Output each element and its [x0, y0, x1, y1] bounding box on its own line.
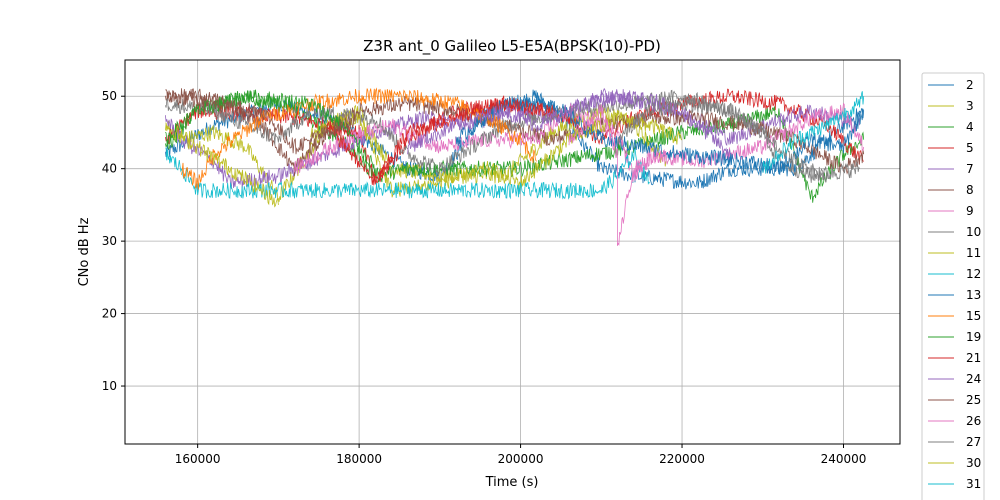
legend-entry-9: 9 — [966, 204, 974, 218]
legend-entry-24: 24 — [966, 372, 981, 386]
series-line-27 — [617, 95, 828, 183]
legend-entry-31: 31 — [966, 477, 981, 491]
legend-entry-10: 10 — [966, 225, 981, 239]
legend-entry-11: 11 — [966, 246, 981, 260]
x-tick-label: 160000 — [175, 452, 221, 466]
legend-entry-7: 7 — [966, 162, 974, 176]
plot-frame — [124, 59, 901, 445]
x-axis-label: Time (s) — [485, 475, 539, 490]
series-line-13 — [455, 95, 865, 175]
legend: 2 3 4 5 7 8 9 10 11 12 13 15 19 21 24 25 26 27 30 31 33 — [921, 72, 985, 500]
y-tick-label: 20 — [102, 307, 117, 321]
legend-box — [921, 72, 985, 500]
y-tick-label: 40 — [102, 162, 117, 176]
legend-entry-4: 4 — [966, 120, 974, 134]
series-line-21 — [326, 97, 554, 186]
legend-entry-12: 12 — [966, 267, 981, 281]
legend-entry-13: 13 — [966, 288, 981, 302]
series-line-24 — [407, 89, 731, 160]
y-tick-label: 30 — [102, 234, 117, 248]
x-tick-label: 200000 — [498, 452, 544, 466]
series-line-30 — [165, 123, 279, 208]
series-line-15 — [181, 87, 537, 190]
y-axis-label: CNo dB Hz — [77, 217, 92, 286]
legend-entry-25: 25 — [966, 393, 981, 407]
legend-entry-26: 26 — [966, 414, 981, 428]
y-tick-label: 10 — [102, 379, 117, 393]
legend-entry-5: 5 — [966, 141, 974, 155]
y-axis: 10 20 30 40 50 — [102, 89, 125, 393]
legend-entry-30: 30 — [966, 456, 981, 470]
legend-entry-33: 33 — [966, 498, 981, 500]
legend-entry-2: 2 — [966, 78, 974, 92]
y-tick-label: 50 — [102, 89, 117, 103]
x-axis: 160000 180000 200000 220000 240000 — [175, 444, 867, 466]
chart-title: Z3R ant_0 Galileo L5-E5A(BPSK(10)-PD) — [363, 37, 661, 56]
series-line-26 — [568, 104, 667, 246]
legend-entry-3: 3 — [966, 99, 974, 113]
legend-entry-27: 27 — [966, 435, 981, 449]
series-line-10 — [165, 89, 860, 183]
legend-entry-8: 8 — [966, 183, 974, 197]
series-line-19 — [165, 89, 376, 174]
plot-area — [165, 87, 865, 246]
series-line-25 — [165, 89, 360, 155]
x-tick-label: 180000 — [336, 452, 382, 466]
legend-entry-15: 15 — [966, 309, 981, 323]
legend-entry-19: 19 — [966, 330, 981, 344]
series-line-31 — [762, 91, 865, 174]
x-tick-label: 220000 — [659, 452, 705, 466]
series-line-12 — [165, 147, 651, 200]
legend-entry-21: 21 — [966, 351, 981, 365]
series-line-11 — [310, 109, 682, 198]
x-tick-label: 240000 — [821, 452, 867, 466]
